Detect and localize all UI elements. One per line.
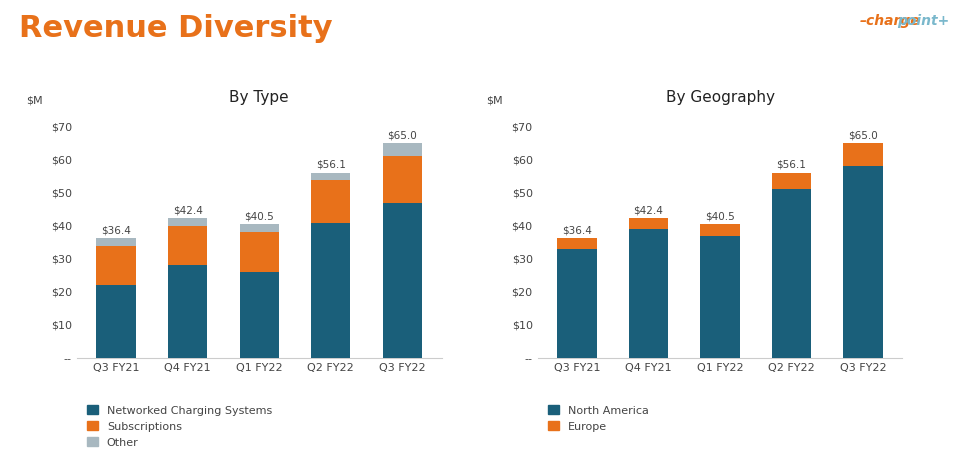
Text: $42.4: $42.4 xyxy=(634,205,663,215)
Bar xyxy=(168,218,207,226)
Bar xyxy=(844,143,883,166)
Bar xyxy=(629,229,668,358)
Bar xyxy=(240,232,278,272)
Text: Revenue Diversity: Revenue Diversity xyxy=(19,14,333,43)
Bar xyxy=(383,143,422,157)
Text: $42.4: $42.4 xyxy=(173,205,203,215)
Text: $36.4: $36.4 xyxy=(101,225,132,235)
Bar xyxy=(383,203,422,358)
Bar xyxy=(557,238,596,249)
Text: $M: $M xyxy=(487,95,503,105)
Bar xyxy=(311,179,350,223)
Bar xyxy=(96,285,135,358)
Text: point+: point+ xyxy=(898,14,949,28)
Legend: North America, Europe: North America, Europe xyxy=(543,401,653,436)
Bar xyxy=(168,265,207,358)
Text: $65.0: $65.0 xyxy=(388,130,418,140)
Text: $56.1: $56.1 xyxy=(777,160,806,170)
Text: $M: $M xyxy=(26,95,42,105)
Text: $56.1: $56.1 xyxy=(316,160,346,170)
Bar xyxy=(701,224,739,236)
Text: $65.0: $65.0 xyxy=(849,130,878,140)
Bar xyxy=(772,190,811,358)
Bar xyxy=(311,223,350,358)
Bar xyxy=(844,166,883,358)
Bar xyxy=(311,173,350,179)
Bar xyxy=(629,218,668,229)
Title: By Type: By Type xyxy=(229,90,289,105)
Bar xyxy=(96,238,135,246)
Bar xyxy=(240,224,278,232)
Text: $40.5: $40.5 xyxy=(245,212,274,222)
Text: –charge: –charge xyxy=(859,14,920,28)
Bar xyxy=(557,249,596,358)
Text: $40.5: $40.5 xyxy=(706,212,734,222)
Bar xyxy=(383,157,422,203)
Title: By Geography: By Geography xyxy=(665,90,775,105)
Bar xyxy=(240,272,278,358)
Bar xyxy=(96,246,135,285)
Legend: Networked Charging Systems, Subscriptions, Other: Networked Charging Systems, Subscription… xyxy=(83,401,276,452)
Text: $36.4: $36.4 xyxy=(562,225,592,235)
Bar xyxy=(772,173,811,190)
Bar xyxy=(168,226,207,265)
Bar xyxy=(701,236,739,358)
